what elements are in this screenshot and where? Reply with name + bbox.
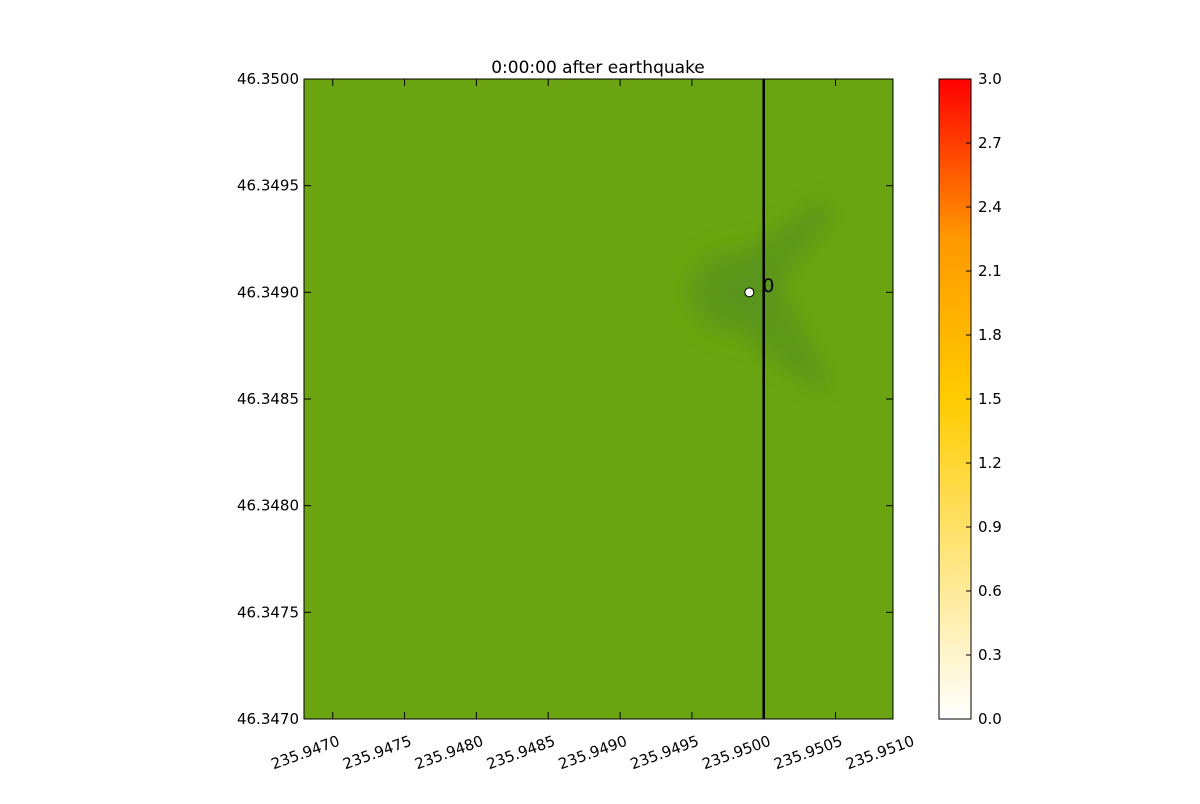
colorbar-tick-label: 1.5	[978, 390, 1002, 408]
x-tick-label: 235.9480	[412, 732, 485, 773]
colorbar-tick-label: 1.8	[978, 326, 1002, 344]
colorbar-tick-label: 2.4	[978, 198, 1002, 216]
x-tick-label: 235.9510	[843, 732, 916, 773]
colorbar-axis: 0.0 0.3 0.6 0.9 1.2 1.5 1.8 2.1 2.4 2.7 3.0	[966, 70, 1002, 728]
y-tick-label: 46.3475	[237, 603, 299, 621]
gauge-marker	[744, 287, 755, 298]
colorbar-tick-label: 0.0	[978, 710, 1002, 728]
x-tick-label: 235.9495	[628, 732, 701, 773]
colorbar-tick-label: 2.7	[978, 134, 1002, 152]
x-tick-label: 235.9470	[269, 732, 342, 773]
y-tick-label: 46.3500	[237, 70, 299, 88]
x-tick-label: 235.9490	[556, 732, 629, 773]
y-tick-label: 46.3495	[237, 177, 299, 195]
x-tick-label: 235.9485	[484, 732, 557, 773]
colorbar-tick-label: 0.3	[978, 646, 1002, 664]
y-tick-label: 46.3490	[237, 283, 299, 301]
x-tick-label: 235.9475	[341, 732, 414, 773]
x-tick-label: 235.9505	[771, 732, 844, 773]
colorbar-tick-label: 1.2	[978, 454, 1002, 472]
field-background	[304, 79, 893, 719]
plot-area	[304, 79, 893, 719]
y-tick-label: 46.3485	[237, 390, 299, 408]
gauge-label: 0	[762, 275, 774, 297]
y-axis: 46.3470 46.3475 46.3480 46.3485 46.3490 46.34…	[237, 70, 893, 728]
colorbar-tick-label: 0.9	[978, 518, 1002, 536]
colorbar-tick-label: 0.6	[978, 582, 1002, 600]
colorbar-tick-label: 2.1	[978, 262, 1002, 280]
y-tick-label: 46.3470	[237, 710, 299, 728]
colorbar-tick-label: 3.0	[978, 70, 1002, 88]
y-tick-label: 46.3480	[237, 497, 299, 515]
x-tick-label: 235.9500	[700, 732, 773, 773]
chart-title: 0:00:00 after earthquake	[491, 58, 705, 78]
